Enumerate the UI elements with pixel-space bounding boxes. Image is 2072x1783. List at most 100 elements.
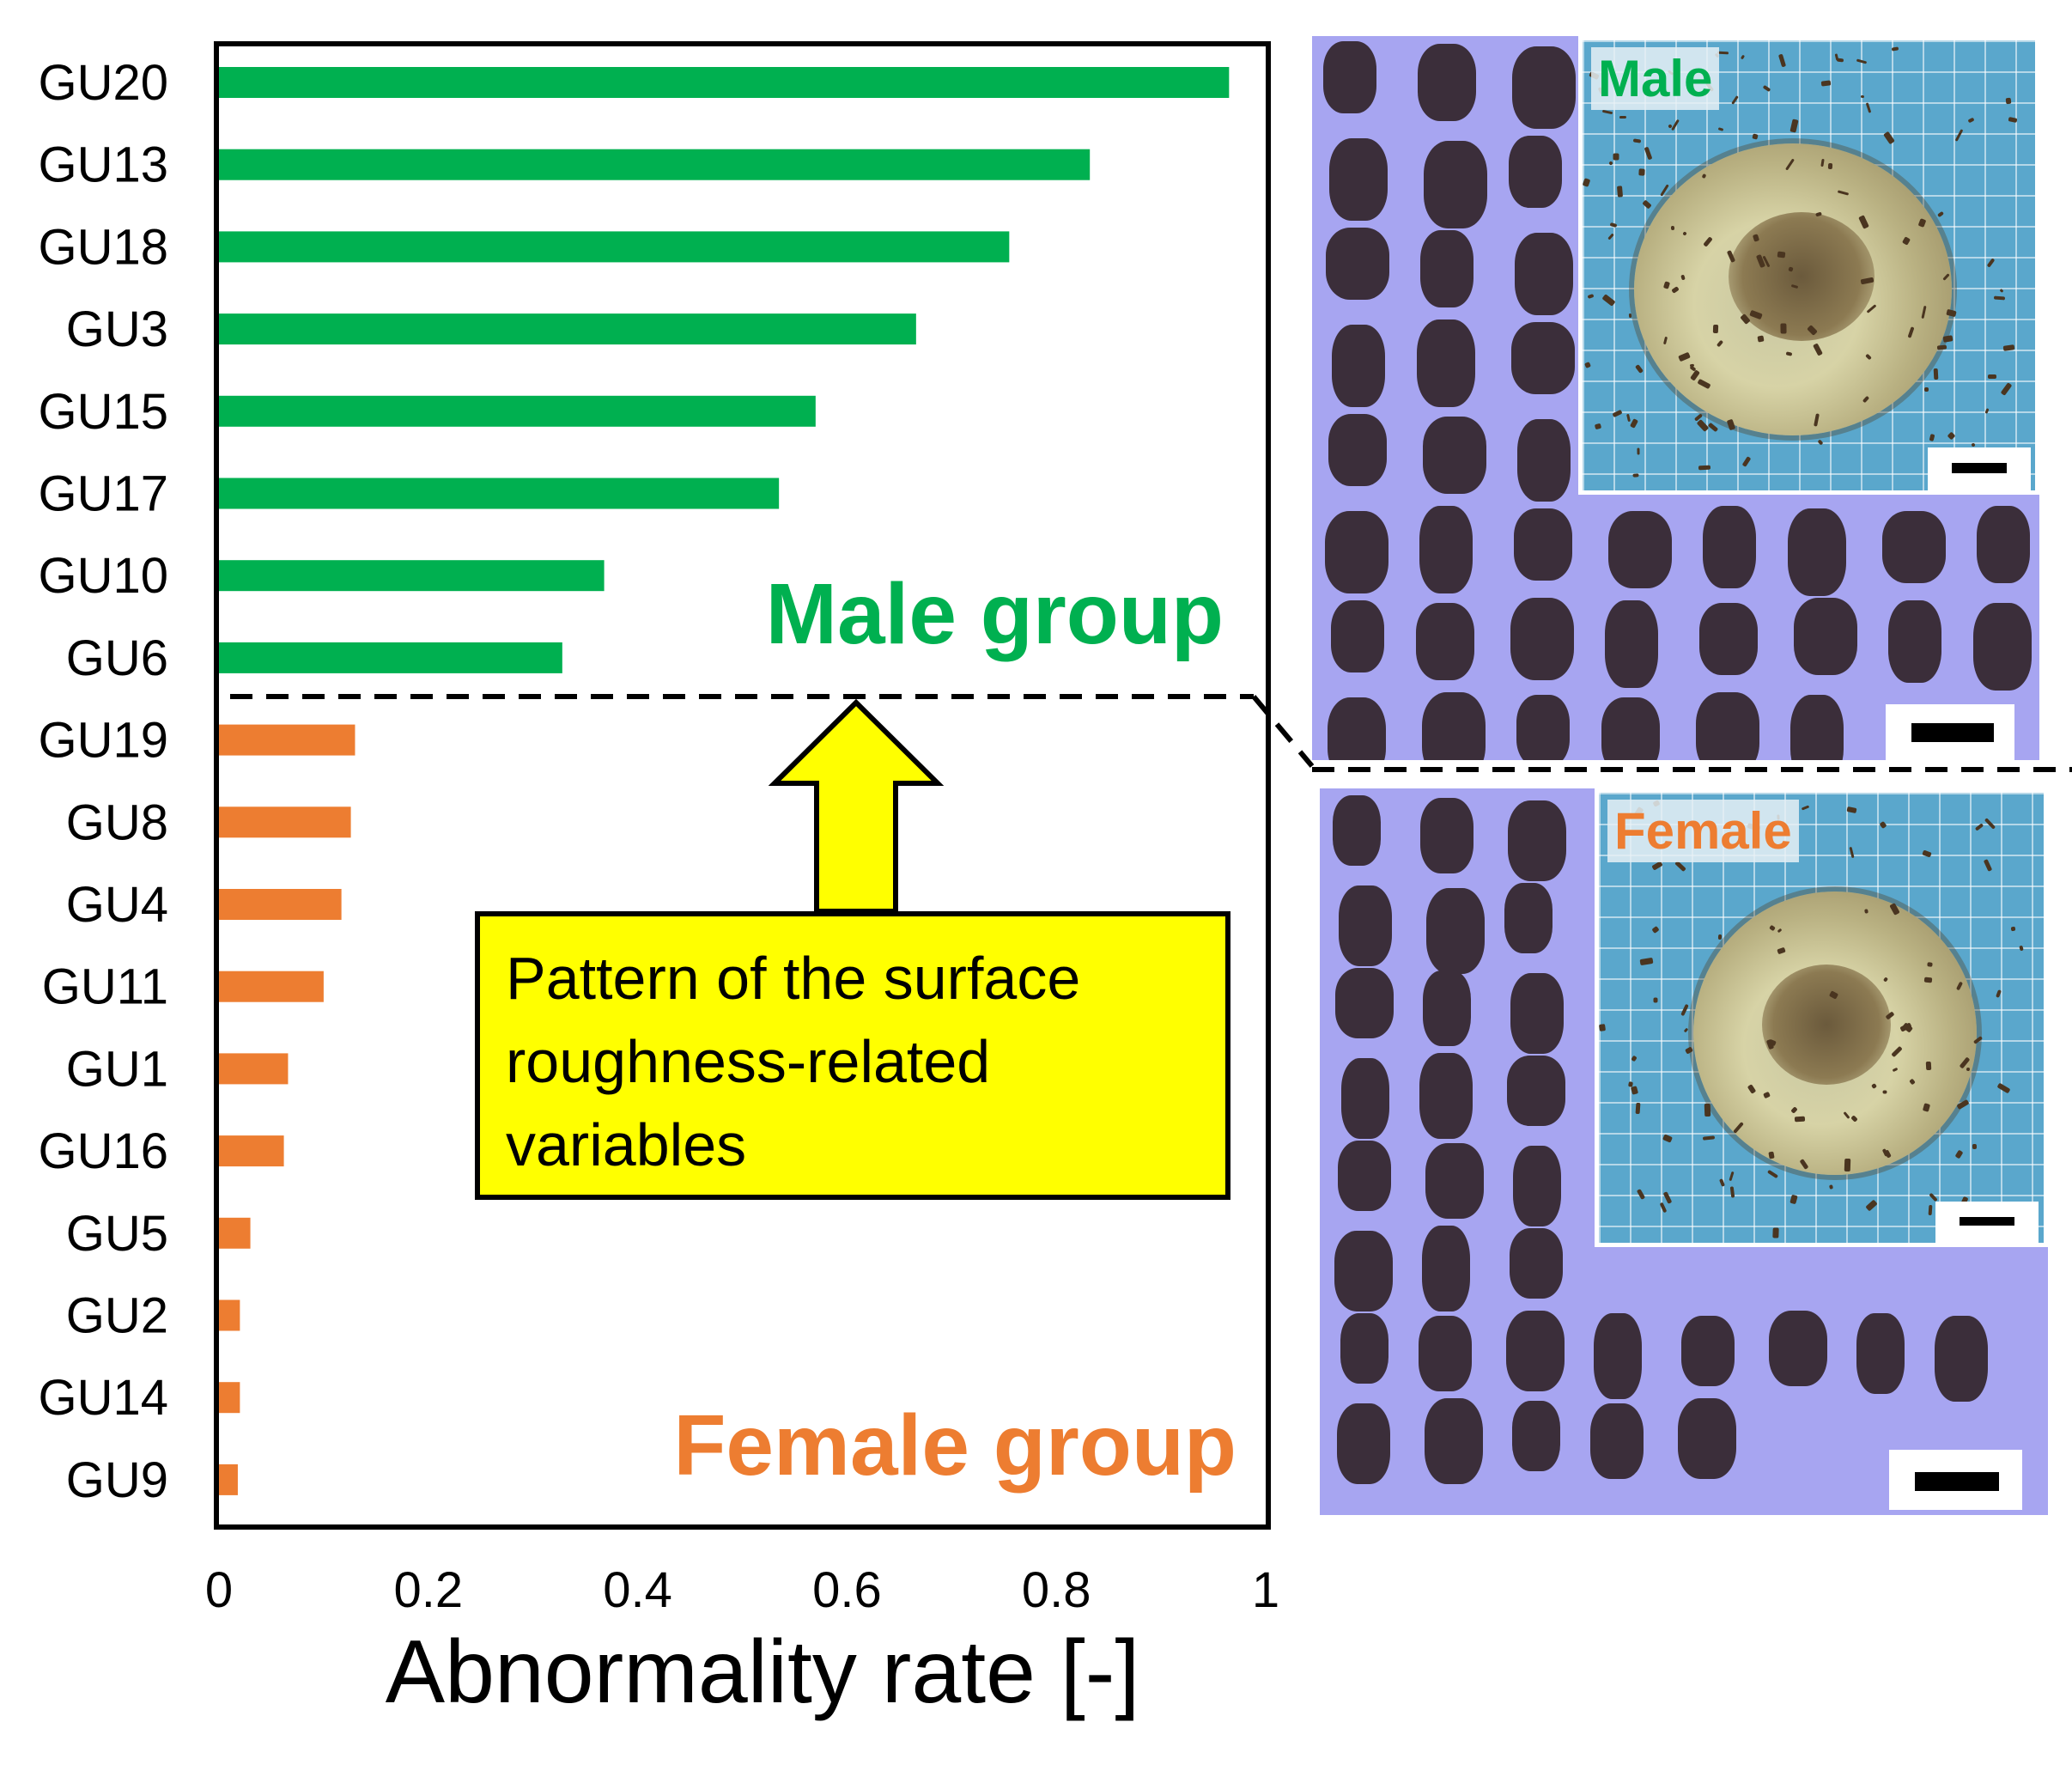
category-label-gu18: GU18 [38,219,168,275]
female-frass-photo: Female [1320,788,2048,1515]
debris-speck [1780,323,1787,334]
debris-speck [1879,820,1887,830]
debris-speck [1662,1191,1673,1204]
x-tick-label: 0.2 [393,1562,463,1618]
debris-speck [1757,335,1765,343]
category-label-gu11: GU11 [42,959,168,1015]
debris-speck [1644,146,1653,161]
debris-speck [1639,957,1654,966]
debris-speck [1986,258,1996,268]
frass-pellet [1507,1056,1565,1126]
male-group-label: Male group [766,566,1224,662]
debris-speck [2000,382,2013,396]
debris-speck [1609,222,1618,228]
bar-gu4 [219,889,342,920]
debris-speck [1642,199,1652,210]
category-label-gu16: GU16 [38,1123,168,1179]
frass-pellet [1678,1398,1736,1479]
debris-speck [1608,161,1613,166]
frass-pellet [1328,414,1387,486]
debris-speck [1741,456,1752,467]
debris-speck [2010,926,2016,932]
debris-speck [2019,945,2024,952]
frass-pellet [1333,795,1381,866]
bar-gu5 [219,1217,251,1249]
female-scalebar-box [1889,1450,2022,1510]
frass-pellet [1419,506,1473,593]
x-tick-label: 0.4 [603,1562,672,1618]
bar-gu17 [219,478,780,509]
debris-speck [1659,1202,1668,1214]
category-label-gu5: GU5 [66,1206,168,1262]
debris-speck [1954,129,1964,142]
bar-gu15 [219,395,816,427]
debris-speck [1777,251,1786,259]
debris-speck [1971,442,1976,447]
debris-speck [1660,184,1669,197]
debris-speck [1752,133,1759,140]
frass-pellet [1590,1403,1644,1479]
bar-gu2 [219,1299,240,1331]
male-larva-inset: Male [1578,36,2039,495]
frass-pellet [1794,598,1857,675]
debris-speck [1762,84,1771,93]
debris-speck [1883,131,1895,145]
debris-speck [1817,439,1824,446]
female-inset-scalebar-box [1935,1202,2039,1243]
frass-pellet [1509,136,1562,208]
debris-speck [1670,225,1675,231]
frass-pellet [1341,1058,1389,1139]
category-label-gu8: GU8 [66,794,168,850]
male-scalebar-box [1886,704,2014,760]
female-larva-detail [1762,965,1891,1085]
debris-speck [1947,431,1956,441]
debris-speck [1984,408,1990,414]
frass-pellet [1420,230,1473,307]
debris-speck [1680,1003,1689,1017]
debris-speck [1587,293,1595,300]
bar-gu20 [219,67,1230,98]
debris-speck [1777,53,1787,68]
debris-speck [1967,117,1975,124]
x-tick-label: 1 [1252,1562,1279,1618]
frass-pellet [1329,138,1388,221]
debris-speck [1634,364,1644,374]
frass-pellet [1425,1143,1484,1219]
bar-gu3 [219,313,916,345]
debris-speck [1929,434,1935,441]
debris-speck [1865,102,1872,113]
debris-speck [1653,997,1658,1003]
bar-gu19 [219,724,355,756]
debris-speck [1789,1194,1798,1205]
frass-pellet [1331,600,1384,672]
bar-gu18 [219,231,1010,263]
debris-speck [1865,1199,1878,1212]
debris-speck [1584,362,1591,368]
bar-gu14 [219,1382,240,1414]
frass-pellet [1506,1311,1565,1391]
frass-pellet [1517,419,1571,502]
debris-speck [1996,989,2002,998]
frass-pellet [1422,692,1486,760]
debris-speck [1954,1149,1964,1159]
debris-speck [1768,1151,1775,1159]
debris-speck [1717,934,1723,940]
category-label-gu9: GU9 [66,1452,168,1508]
debris-speck [1827,162,1833,170]
debris-speck [1632,473,1639,478]
bar-gu9 [219,1464,238,1495]
frass-pellet [1426,888,1485,974]
frass-pellet [1335,968,1394,1038]
frass-pellet [1973,603,2032,691]
frass-pellet [1882,511,1946,583]
callout-line-2: roughness-related [506,1028,991,1095]
frass-pellet [1337,1403,1390,1484]
debris-speck [1844,1158,1851,1172]
female-larva-inset: Female [1595,788,2048,1247]
debris-speck [1988,374,1996,379]
debris-speck [1662,1134,1673,1143]
debris-speck [1583,178,1591,187]
bar-gu13 [219,149,1091,180]
female-inset-label: Female [1607,800,1799,862]
